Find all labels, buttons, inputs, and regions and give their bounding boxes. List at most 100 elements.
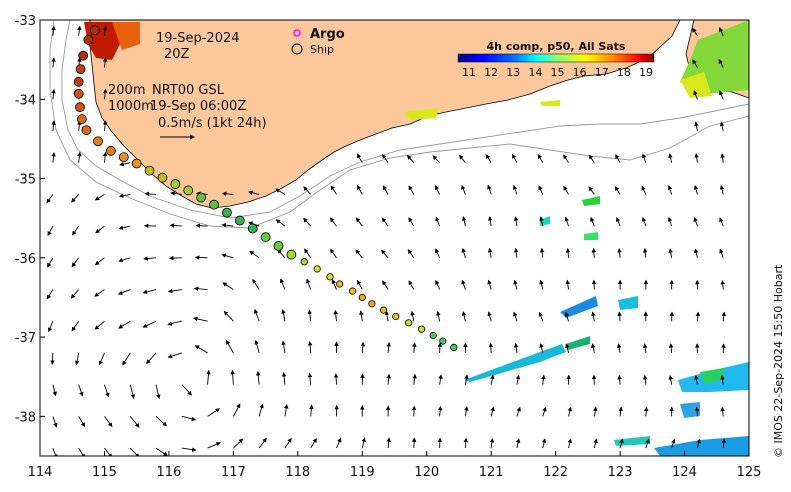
ship-position-point [417,325,426,333]
current-vector [563,154,569,163]
current-vector [77,25,82,36]
current-vector [694,375,699,385]
current-vector [693,216,698,227]
current-vector [233,438,244,449]
current-vector [694,406,700,417]
colorbar-tick-label: 11 [462,66,476,79]
current-vector [94,194,105,201]
current-vector [52,447,58,456]
current-vector [144,191,157,197]
current-vector [696,438,701,449]
current-vector [513,311,518,322]
current-vector [47,225,54,237]
current-vector [539,216,544,227]
ship-position-point [118,152,129,163]
x-tick-label: 125 [737,465,762,480]
colorbar-tick-label: 15 [551,66,565,79]
current-vector [207,442,221,449]
ship-position-point [196,192,207,203]
current-vector [155,416,168,427]
current-vector [668,248,673,258]
current-vector [485,154,492,163]
current-vector [564,216,569,227]
current-vector [590,216,595,227]
current-vector [78,447,86,456]
current-vector [667,185,673,195]
current-vector [277,248,286,259]
current-vector [459,154,466,163]
current-vector [221,222,234,228]
current-vector [489,437,495,449]
land-australia [89,20,681,209]
current-vectors [46,25,727,456]
ship-position-point [222,207,232,218]
colorbar-tick-label: 16 [573,66,587,79]
colorbar-tick-label: 17 [595,66,609,79]
current-vector [539,279,544,290]
current-vector [104,416,113,428]
current-vector [254,308,260,322]
y-tick-label: -37 [15,331,36,346]
ship-position-point [286,249,297,260]
current-vector [356,279,363,290]
current-vector [718,59,724,68]
current-vector [539,343,544,354]
current-vector [616,343,622,354]
current-vector [281,309,286,322]
current-vector [94,257,105,266]
current-vector [47,257,54,268]
current-vector [333,309,338,322]
current-vector [463,437,469,449]
ship-position-point [106,145,116,156]
current-vector [94,320,105,330]
current-vector [221,253,234,259]
current-vector [719,27,724,37]
current-vector [564,311,570,322]
x-tick-label: 114 [28,465,53,480]
current-vector [47,321,54,333]
current-vector [50,352,55,365]
current-vector [382,280,389,290]
ship-position-point [273,241,284,251]
current-vector [331,279,337,290]
current-vector [410,310,415,322]
date-label: 19-Sep-2024 [156,31,240,46]
current-vector [222,282,234,290]
current-vector [51,88,56,100]
current-vector [565,247,571,258]
current-vector [381,249,389,259]
colorbar-tick-label: 12 [484,66,498,79]
current-vector [207,408,221,417]
current-vector [284,437,292,449]
current-vector [357,185,363,195]
ship-position-point [313,265,321,273]
depth-label-200: 200m [108,83,145,98]
current-vector [567,438,572,449]
current-vector [102,25,108,36]
y-tick-label: -33 [15,14,36,29]
credit-label: © IMOS 22-Sep-2024 15:50 Hobart [772,264,785,458]
ship-position-point [73,76,84,87]
ship-position-point [78,50,89,61]
ship-position-point [405,319,413,327]
current-vector [281,340,286,354]
current-vector [720,375,725,385]
current-vector [408,185,415,195]
current-vector [330,185,337,195]
current-vector [513,279,518,290]
current-vector [435,248,441,259]
ship-position-point [247,223,258,234]
current-vector [436,310,441,322]
x-tick-label: 124 [672,465,697,480]
depth-contours [49,20,749,229]
current-vector [693,90,698,100]
x-tick-label: 119 [350,465,375,480]
time-label: 20Z [164,47,190,62]
plot-frame [39,19,750,457]
current-vector [155,447,169,456]
colorbar [457,53,655,63]
current-vector [281,372,287,385]
x-tick-label: 123 [608,465,633,480]
current-vector [537,153,544,163]
current-vector [307,372,313,385]
